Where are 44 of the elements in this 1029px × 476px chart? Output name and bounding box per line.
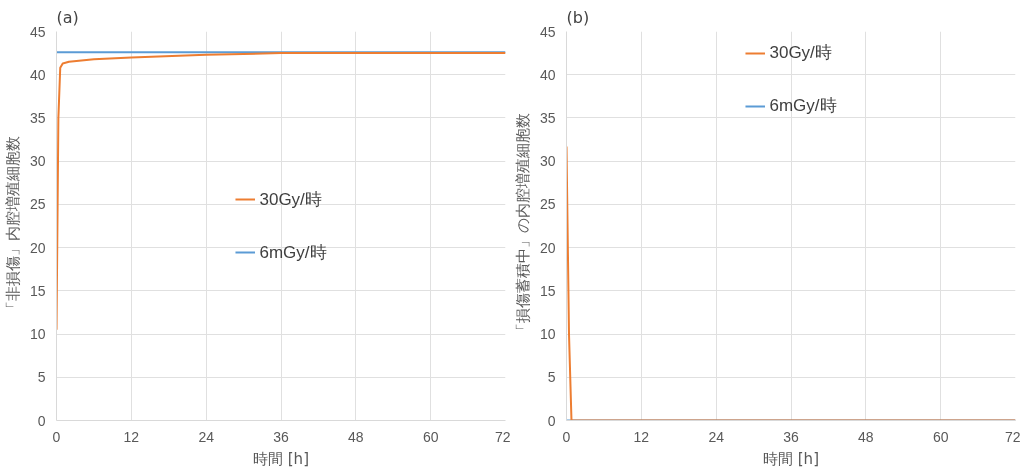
y-tick-label: 20: [29, 239, 46, 256]
y-tick-label: 30: [539, 153, 556, 170]
chart-title: (b): [566, 7, 590, 27]
y-tick-label: 15: [539, 282, 556, 299]
x-tick-label: 36: [273, 428, 289, 445]
y-tick-label: 0: [37, 412, 46, 429]
x-tick-label: 36: [783, 428, 799, 445]
x-tick-label: 72: [494, 428, 511, 445]
y-tick-label: 10: [29, 326, 46, 343]
x-tick-label: 60: [422, 428, 439, 445]
y-tick-label: 25: [539, 196, 556, 213]
x-tick-label: 12: [633, 428, 650, 445]
chart-title: (a): [56, 7, 79, 27]
x-axis-title: 時間 [h]: [253, 449, 309, 468]
x-tick-label: 24: [198, 428, 215, 445]
y-tick-label: 5: [37, 369, 46, 386]
x-tick-label: 60: [932, 428, 949, 445]
x-tick-label: 48: [348, 428, 364, 445]
y-tick-label: 40: [29, 66, 46, 83]
x-tick-label: 72: [1004, 428, 1021, 445]
y-tick-label: 35: [29, 109, 46, 126]
legend-label: 6mGy/時: [259, 241, 327, 264]
x-tick-label: 0: [562, 428, 571, 445]
y-tick-label: 5: [547, 369, 556, 386]
x-tick-label: 0: [52, 428, 61, 445]
y-tick-label: 10: [539, 326, 556, 343]
y-tick-label: 15: [29, 282, 46, 299]
y-tick-label: 40: [539, 66, 556, 83]
y-tick-label: 35: [539, 109, 556, 126]
y-tick-label: 30: [29, 153, 46, 170]
legend-label: 6mGy/時: [769, 95, 837, 117]
y-tick-label: 25: [29, 196, 46, 213]
y-axis-title: 「損傷蓄積中」の内腔増殖細胞数: [513, 113, 532, 339]
x-tick-label: 48: [858, 428, 874, 445]
y-tick-label: 20: [539, 239, 556, 256]
x-axis-title: 時間 [h]: [763, 449, 819, 468]
legend-label: 30Gy/時: [769, 42, 832, 64]
y-tick-label: 0: [547, 412, 556, 429]
y-tick-label: 45: [539, 23, 556, 40]
x-tick-label: 24: [708, 428, 725, 445]
x-tick-label: 12: [123, 428, 140, 445]
y-tick-label: 45: [29, 23, 46, 40]
y-axis-title: 「非損傷」内腔増殖細胞数: [3, 136, 22, 316]
legend-label: 30Gy/時: [259, 188, 322, 211]
